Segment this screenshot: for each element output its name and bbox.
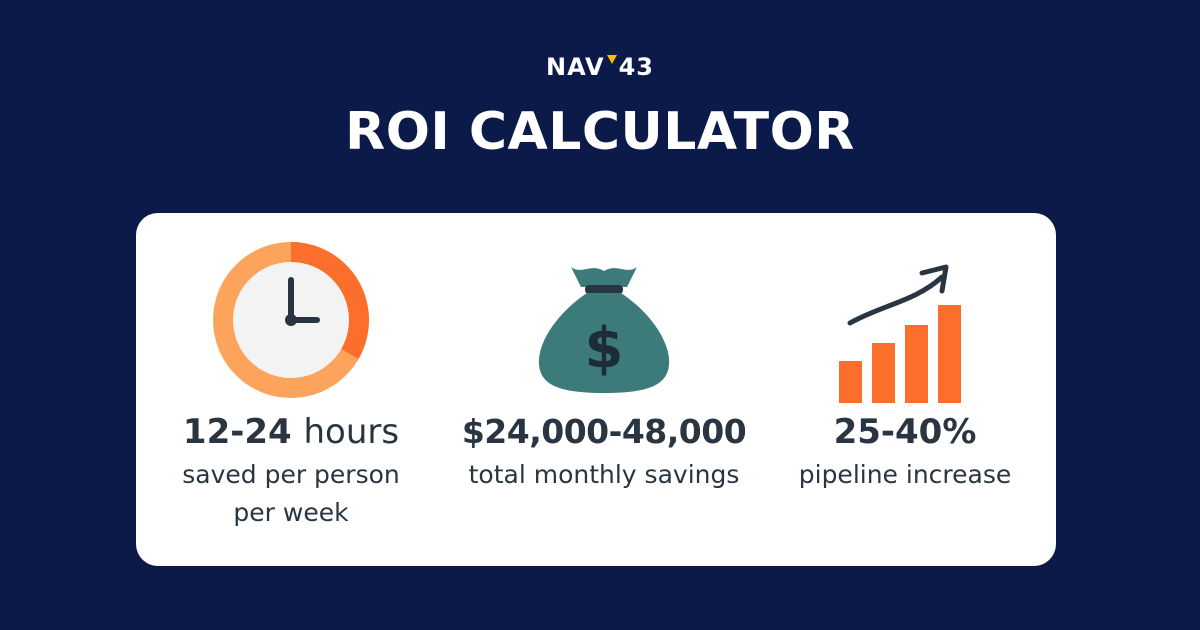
stat-description-line: per week <box>233 498 349 527</box>
stat-pipeline-increase: 25-40% pipeline increase <box>755 213 1055 566</box>
stats-card: 12-24 hours saved per person per week $ … <box>136 213 1056 566</box>
stat-value: 12-24 hours <box>141 410 441 454</box>
page-title: ROI CALCULATOR <box>345 102 855 162</box>
growth-chart-icon <box>839 264 961 403</box>
stat-description: pipeline increase <box>755 456 1055 494</box>
stat-value: $24,000-48,000 <box>461 412 747 451</box>
stat-description: total monthly savings <box>454 456 754 494</box>
svg-text:$: $ <box>585 316 624 381</box>
stat-hours-saved: 12-24 hours saved per person per week <box>141 213 441 566</box>
logo-text-right: 43 <box>618 53 654 81</box>
stat-description-line: total monthly savings <box>468 460 740 489</box>
stat-description-line: pipeline increase <box>798 460 1012 489</box>
stat-value: 25-40% <box>833 412 977 452</box>
stat-value-number: 12-24 <box>182 412 292 452</box>
stat-value-unit: hours <box>303 412 400 452</box>
stat-monthly-savings: $ $24,000-48,000 total monthly savings <box>454 213 754 566</box>
money-bag-icon: $ <box>538 267 670 393</box>
logo-mark-icon <box>606 55 617 64</box>
stat-description: saved per person per week <box>141 456 441 532</box>
logo-text-left: NAV <box>545 53 605 81</box>
clock-icon <box>213 242 369 398</box>
brand-logo: NAV 43 <box>0 52 1200 82</box>
stat-description-line: saved per person <box>182 460 400 489</box>
